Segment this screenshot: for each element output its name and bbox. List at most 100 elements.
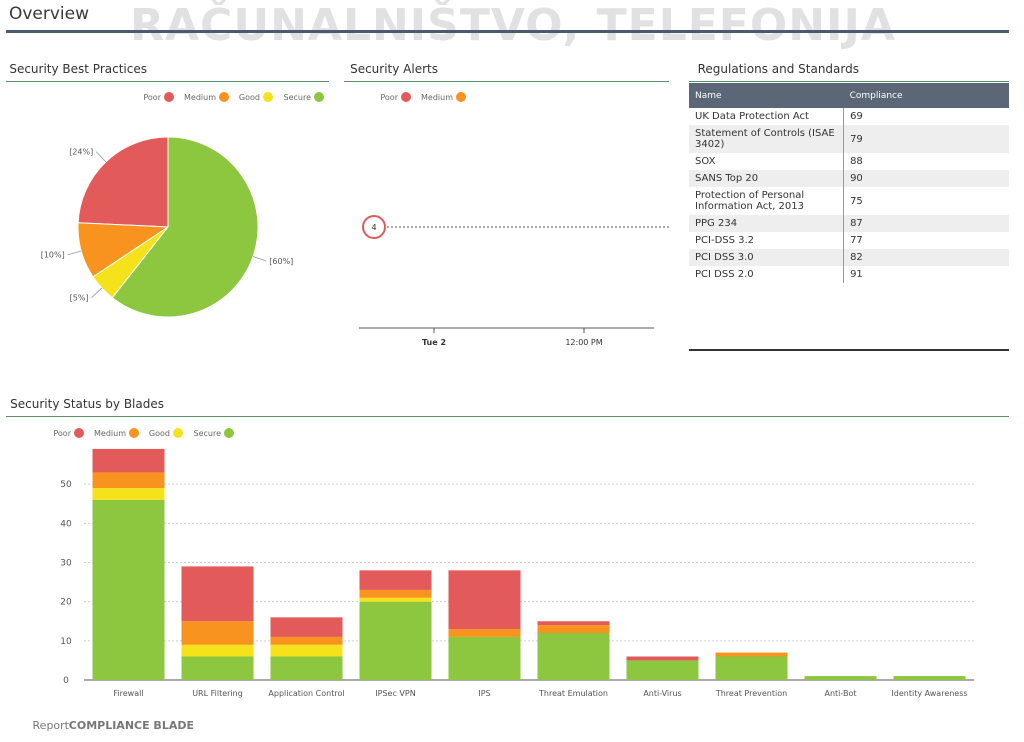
regulations-table-body: UK Data Protection Act 69 Statement of Con… (689, 108, 1009, 283)
y-tick-label: 10 (60, 637, 72, 647)
table-row[interactable]: PCI-DSS 3.2 77 (689, 232, 1009, 249)
pie-slice-label: [60%] (269, 257, 293, 266)
bar-segment-poor[interactable] (181, 566, 254, 622)
compliance-value-cell: 82 (843, 249, 1009, 266)
best-practices-pie-chart: [24%] [10%] [5%] [60%] (41, 136, 293, 318)
regulations-title: Regulations and Standards (697, 62, 859, 76)
bar-segment-medium[interactable] (359, 589, 432, 598)
legend-item-poor[interactable]: Poor (54, 428, 85, 438)
watermark: RAČUNALNIŠTVO, TELEFONIJA (130, 0, 896, 51)
legend-item-good[interactable]: Good (149, 428, 184, 438)
good-dot-icon (173, 428, 184, 438)
regulation-name-cell: SOX (689, 153, 844, 170)
x-category-label: Application Control (268, 689, 344, 698)
alerts-x-tick-label: Tue 2 (422, 338, 446, 347)
table-row[interactable]: PCI DSS 2.0 91 (689, 266, 1009, 283)
bar-segment-secure[interactable] (92, 499, 165, 680)
column-header-compliance[interactable]: Compliance (843, 83, 1009, 108)
bar-segment-poor[interactable] (92, 448, 165, 473)
x-category-label: Threat Emulation (538, 689, 608, 698)
pie-slice-poor[interactable] (77, 136, 169, 228)
legend-item-medium[interactable]: Medium (184, 92, 230, 102)
column-header-name[interactable]: Name (689, 83, 844, 108)
medium-dot-icon (219, 92, 230, 102)
bar-segment-secure[interactable] (626, 660, 699, 680)
bar-segment-medium[interactable] (92, 472, 165, 489)
best-practices-legend: Secure Good Medium Poor (144, 92, 324, 102)
table-row[interactable]: SANS Top 20 90 (689, 170, 1009, 187)
pie-slice-label: [24%] (69, 148, 93, 157)
table-row[interactable]: PCI DSS 3.0 82 (689, 249, 1009, 266)
legend-label: Medium (94, 428, 127, 438)
legend-item-secure[interactable]: Secure (193, 428, 234, 438)
y-tick-label: 50 (60, 480, 72, 490)
bar-segment-good[interactable] (359, 597, 432, 602)
legend-item-medium[interactable]: Medium (421, 92, 466, 102)
legend-label: Medium (421, 92, 453, 102)
bar-segment-poor[interactable] (537, 621, 610, 626)
compliance-value-cell: 90 (843, 170, 1009, 187)
legend-item-good[interactable]: Good (239, 92, 274, 102)
x-category-label: Threat Prevention (715, 689, 787, 698)
bar-segment-medium[interactable] (715, 652, 788, 657)
medium-dot-icon (456, 92, 466, 102)
bar-segment-secure[interactable] (270, 656, 343, 681)
bar-segment-secure[interactable] (537, 633, 610, 680)
bar-segment-good[interactable] (270, 644, 343, 657)
page-title: Overview (8, 4, 89, 24)
blades-divider (6, 416, 1009, 417)
y-tick-label: 30 (60, 559, 72, 569)
x-category-label: URL Filtering (192, 689, 243, 698)
compliance-value-cell: 87 (843, 215, 1009, 232)
table-row[interactable]: SOX 88 (689, 153, 1009, 170)
legend-label: Medium (184, 92, 217, 102)
bar-segment-secure[interactable] (893, 676, 966, 680)
bar-segment-medium[interactable] (448, 629, 521, 637)
bar-segment-good[interactable] (92, 488, 165, 500)
regulation-name-cell: PCI-DSS 3.2 (689, 232, 844, 249)
x-category-label: Firewall (113, 689, 143, 698)
table-row[interactable]: Statement of Controls (ISAE 3402) 79 (689, 125, 1009, 153)
table-row[interactable]: PPG 234 87 (689, 215, 1009, 232)
bar-segment-secure[interactable] (359, 601, 432, 680)
bar-segment-poor[interactable] (359, 570, 432, 590)
alerts-divider (344, 81, 669, 82)
x-category-label: Anti-Virus (643, 689, 681, 698)
regulation-name-cell: Statement of Controls (ISAE 3402) (689, 125, 844, 153)
bar-segment-poor[interactable] (448, 570, 521, 630)
bar-segment-good[interactable] (181, 644, 254, 657)
poor-dot-icon (401, 92, 411, 102)
legend-item-poor[interactable]: Poor (380, 92, 411, 102)
regulation-name-cell: Protection of Personal Information Act, … (689, 187, 844, 215)
bar-segment-medium[interactable] (537, 625, 610, 633)
pie-label-leader (95, 151, 107, 163)
pie-slice-label: [5%] (70, 294, 89, 303)
regulation-name-cell: PCI DSS 3.0 (689, 249, 844, 266)
legend-item-poor[interactable]: Poor (144, 92, 175, 102)
y-tick-label: 40 (60, 519, 72, 529)
bar-segment-secure[interactable] (804, 676, 877, 680)
blades-legend: Secure Good Medium Poor (54, 428, 234, 438)
table-row[interactable]: UK Data Protection Act 69 (689, 108, 1009, 125)
secure-dot-icon (224, 428, 234, 438)
regulation-name-cell: PPG 234 (689, 215, 844, 232)
bar-segment-medium[interactable] (270, 636, 343, 645)
bar-segment-poor[interactable] (626, 656, 699, 661)
table-row[interactable]: Protection of Personal Information Act, … (689, 187, 1009, 215)
y-tick-label: 20 (60, 598, 72, 608)
x-category-label: IPS (478, 689, 490, 698)
legend-item-secure[interactable]: Secure (283, 92, 324, 102)
alert-marker[interactable] (362, 215, 386, 239)
regulations-divider (689, 81, 1009, 82)
bar-segment-medium[interactable] (181, 621, 254, 645)
footer-bold-text: COMPLIANCE BLADE (68, 719, 194, 732)
bar-segment-secure[interactable] (448, 636, 521, 680)
footer-normal-text: Report (32, 719, 69, 732)
regulation-name-cell: UK Data Protection Act (689, 108, 844, 125)
best-practices-title: Security Best Practices (9, 62, 147, 76)
bar-segment-secure[interactable] (181, 656, 254, 681)
legend-item-medium[interactable]: Medium (94, 428, 140, 438)
bar-segment-poor[interactable] (270, 617, 343, 637)
pie-slice-label: [10%] (41, 251, 65, 260)
bar-segment-secure[interactable] (715, 656, 788, 681)
